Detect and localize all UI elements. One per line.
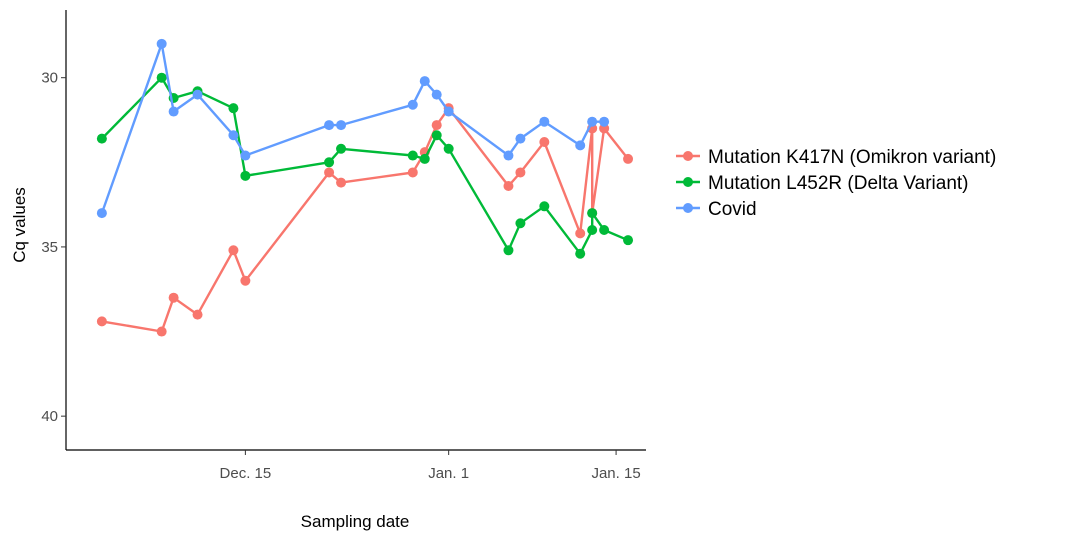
axes: 30 35 40 Dec. 15 Jan. 1 Jan. 15 [41, 10, 646, 482]
data-point [515, 167, 526, 178]
x-tick-label: Jan. 1 [428, 465, 469, 482]
data-point [587, 208, 598, 219]
data-point [407, 167, 418, 178]
data-point [515, 218, 526, 229]
data-point [587, 225, 598, 235]
data-point [503, 181, 514, 191]
data-point [240, 275, 251, 286]
data-point [503, 150, 514, 161]
data-point [623, 235, 634, 246]
data-point [192, 89, 203, 100]
data-point [443, 106, 454, 117]
series-line [100, 42, 605, 214]
data-point [575, 140, 586, 151]
data-point [156, 72, 167, 83]
data-point [623, 153, 634, 164]
data-point [168, 292, 179, 303]
y-tick-label: 35 [41, 239, 58, 256]
x-tick-label: Jan. 15 [591, 465, 640, 482]
series-0 [96, 103, 634, 337]
data-point [599, 116, 610, 127]
x-tick-label: Dec. 15 [220, 465, 272, 482]
data-point [419, 153, 430, 164]
y-tick-label: 30 [41, 70, 58, 87]
data-point [156, 38, 167, 49]
data-point [336, 120, 347, 131]
data-point [96, 133, 107, 144]
data-point [96, 208, 107, 219]
legend-label: Mutation K417N (Omikron variant) [708, 147, 996, 168]
data-point [587, 116, 598, 127]
data-point [336, 177, 347, 188]
data-point [407, 150, 418, 161]
data-point [575, 248, 586, 259]
data-point [539, 201, 550, 212]
data-point [575, 228, 586, 239]
data-point [168, 106, 179, 117]
data-point [431, 89, 442, 100]
legend-item: Mutation L452R (Delta Variant) [676, 173, 969, 194]
series-2 [96, 38, 610, 219]
data-point [228, 130, 239, 141]
data-point [192, 309, 203, 320]
data-point [431, 120, 442, 131]
data-point [156, 326, 167, 337]
series-layer [96, 38, 634, 337]
data-point [539, 137, 550, 147]
data-point [443, 143, 454, 154]
data-point [407, 99, 418, 110]
data-point [324, 120, 335, 131]
y-tick-label: 40 [41, 408, 58, 425]
legend-label: Covid [708, 199, 757, 220]
legend-label: Mutation L452R (Delta Variant) [708, 173, 969, 194]
data-point [599, 225, 610, 235]
data-point [240, 150, 251, 161]
legend-item: Mutation K417N (Omikron variant) [676, 147, 996, 168]
legend-swatch-point [683, 203, 693, 213]
data-point [419, 76, 430, 87]
data-point [240, 170, 251, 181]
series-line [101, 76, 629, 255]
data-point [324, 167, 335, 178]
legend-item: Covid [676, 199, 757, 220]
data-point [431, 130, 442, 141]
data-point [228, 245, 239, 256]
data-point [96, 316, 107, 327]
data-point [228, 103, 239, 114]
y-axis-title: Cq values [10, 187, 29, 263]
data-point [336, 143, 347, 154]
legend: Mutation K417N (Omikron variant) Mutation… [676, 147, 996, 220]
legend-swatch-point [683, 177, 693, 187]
legend-swatch-point [683, 151, 693, 161]
data-point [503, 245, 514, 256]
series-line [101, 106, 629, 333]
x-axis-title: Sampling date [301, 512, 410, 531]
data-point [515, 133, 526, 144]
data-point [324, 157, 335, 168]
data-point [539, 116, 550, 127]
